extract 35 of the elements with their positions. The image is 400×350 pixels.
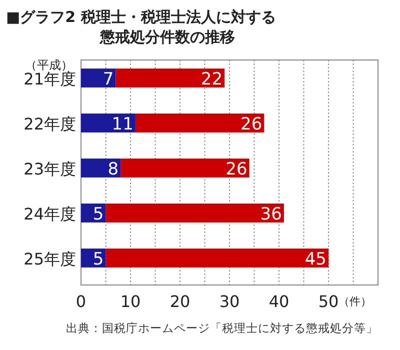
data-label: 22	[200, 70, 223, 90]
x-tick-label: 40	[268, 292, 290, 311]
x-tick-label: 10	[120, 292, 141, 311]
data-label: 11	[112, 114, 134, 134]
x-tick-label: 0	[76, 292, 86, 311]
x-tick-label: 30	[219, 292, 240, 311]
data-label: 5	[92, 204, 104, 224]
y-tick-label: 24年度	[24, 204, 76, 224]
bar	[116, 68, 225, 88]
y-tick-label: 23年度	[24, 160, 76, 178]
bar	[135, 114, 264, 132]
x-axis-title: （件）	[338, 295, 372, 308]
y-tick-label: 22年度	[24, 114, 76, 134]
data-label: 36	[260, 204, 282, 224]
bar	[81, 114, 136, 132]
y-tick-label: 25年度	[24, 250, 76, 268]
source-note: 出典：国税庁ホームページ「税理士に対する懲戒処分等」	[66, 321, 378, 335]
data-label: 5	[92, 250, 104, 270]
y-tick-label: 21年度	[24, 70, 76, 88]
bar	[81, 68, 116, 88]
data-label: 45	[304, 250, 326, 270]
data-label: 26	[240, 114, 262, 134]
x-tick-label: 50	[318, 292, 339, 311]
data-label: 7	[102, 70, 114, 90]
bar	[106, 204, 284, 222]
bar	[81, 248, 106, 268]
bar	[81, 158, 121, 178]
y-axis-title: （平成）	[25, 58, 73, 72]
chart-title: ■グラフ2 税理士・税理士法人に対する懲戒処分件数の推移	[6, 8, 276, 46]
data-label: 26	[226, 160, 248, 180]
bar	[120, 158, 250, 178]
bar	[81, 204, 106, 222]
data-label: 8	[108, 160, 119, 180]
x-tick-label: 20	[170, 292, 190, 311]
bar	[106, 248, 328, 268]
